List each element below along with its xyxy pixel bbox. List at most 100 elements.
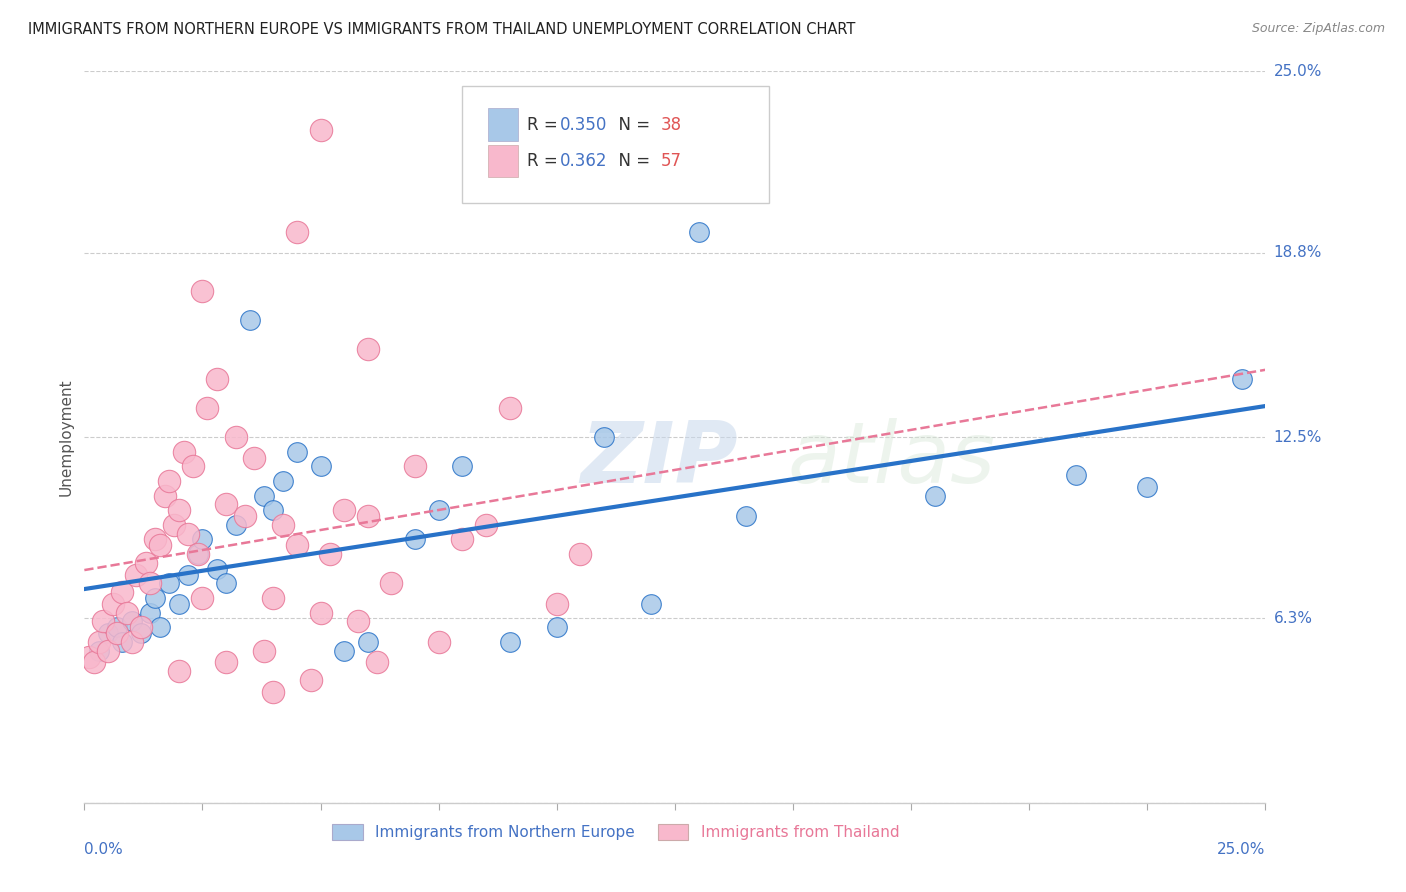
Point: [157, 474, 180, 488]
Y-axis label: Unemployment: Unemployment: [58, 378, 73, 496]
Point: [271, 474, 294, 488]
Point: [285, 444, 308, 458]
Point: [191, 284, 214, 298]
Point: [299, 673, 322, 687]
Point: [239, 313, 262, 327]
Text: 12.5%: 12.5%: [1274, 430, 1322, 444]
Point: [111, 585, 134, 599]
Point: [215, 497, 238, 511]
Point: [1230, 371, 1253, 385]
Point: [262, 591, 284, 605]
Point: [129, 626, 152, 640]
Point: [97, 626, 120, 640]
Point: [924, 489, 946, 503]
Point: [319, 547, 342, 561]
Point: [366, 656, 388, 670]
Point: [177, 567, 200, 582]
Point: [215, 656, 238, 670]
Point: [1136, 480, 1159, 494]
Point: [187, 547, 209, 561]
Point: [546, 597, 568, 611]
Point: [139, 576, 162, 591]
Point: [243, 450, 266, 465]
Point: [125, 567, 148, 582]
Point: [173, 444, 195, 458]
Point: [87, 643, 110, 657]
Point: [475, 517, 498, 532]
Point: [309, 606, 332, 620]
Text: 6.3%: 6.3%: [1274, 611, 1313, 626]
Point: [498, 635, 520, 649]
Point: [101, 597, 124, 611]
Text: 57: 57: [661, 153, 682, 170]
Point: [253, 489, 276, 503]
Text: 0.350: 0.350: [561, 116, 607, 134]
Point: [427, 503, 450, 517]
Text: 38: 38: [661, 116, 682, 134]
Text: IMMIGRANTS FROM NORTHERN EUROPE VS IMMIGRANTS FROM THAILAND UNEMPLOYMENT CORRELA: IMMIGRANTS FROM NORTHERN EUROPE VS IMMIG…: [28, 22, 855, 37]
Text: N =: N =: [607, 153, 655, 170]
Point: [129, 620, 152, 634]
Point: [143, 591, 166, 605]
Point: [157, 576, 180, 591]
Point: [97, 643, 120, 657]
Point: [688, 225, 710, 239]
Point: [546, 620, 568, 634]
Text: 0.0%: 0.0%: [84, 842, 124, 856]
Point: [107, 626, 129, 640]
Point: [177, 526, 200, 541]
Point: [357, 509, 380, 524]
Point: [149, 620, 172, 634]
Point: [569, 547, 592, 561]
Point: [135, 556, 157, 570]
Legend: Immigrants from Northern Europe, Immigrants from Thailand: Immigrants from Northern Europe, Immigra…: [326, 818, 905, 847]
Point: [111, 635, 134, 649]
Text: atlas: atlas: [787, 417, 995, 500]
Point: [181, 459, 204, 474]
Point: [139, 606, 162, 620]
Point: [427, 635, 450, 649]
Point: [451, 533, 474, 547]
Text: R =: R =: [527, 116, 564, 134]
Text: Source: ZipAtlas.com: Source: ZipAtlas.com: [1251, 22, 1385, 36]
Text: 18.8%: 18.8%: [1274, 245, 1322, 260]
FancyBboxPatch shape: [463, 86, 769, 203]
Point: [115, 606, 138, 620]
Text: R =: R =: [527, 153, 564, 170]
Point: [309, 123, 332, 137]
Point: [380, 576, 402, 591]
Point: [262, 684, 284, 698]
Text: 25.0%: 25.0%: [1218, 842, 1265, 856]
Point: [233, 509, 256, 524]
Point: [451, 459, 474, 474]
Point: [404, 533, 426, 547]
Point: [593, 430, 616, 444]
Point: [404, 459, 426, 474]
Point: [121, 615, 143, 629]
Point: [347, 615, 370, 629]
Point: [77, 649, 100, 664]
Point: [225, 517, 247, 532]
Point: [83, 656, 105, 670]
Point: [333, 643, 356, 657]
Point: [357, 635, 380, 649]
Text: 0.362: 0.362: [561, 153, 607, 170]
Point: [253, 643, 276, 657]
Point: [121, 635, 143, 649]
Point: [91, 615, 114, 629]
Point: [187, 547, 209, 561]
Point: [87, 635, 110, 649]
Point: [191, 591, 214, 605]
Point: [143, 533, 166, 547]
Point: [357, 343, 380, 357]
Point: [195, 401, 218, 415]
Point: [734, 509, 756, 524]
Point: [498, 401, 520, 415]
FancyBboxPatch shape: [488, 108, 517, 141]
Point: [107, 620, 129, 634]
Point: [309, 459, 332, 474]
Point: [215, 576, 238, 591]
Point: [271, 517, 294, 532]
Point: [333, 503, 356, 517]
Point: [153, 489, 176, 503]
